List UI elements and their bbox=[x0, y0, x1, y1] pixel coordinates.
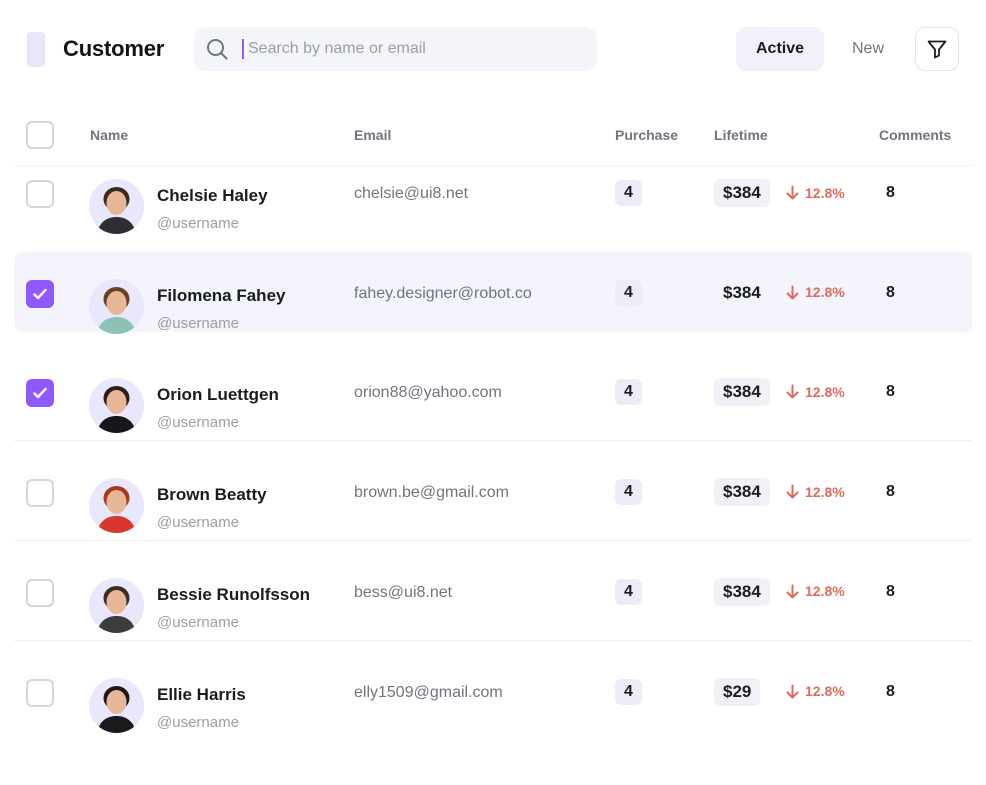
filter-icon bbox=[927, 40, 947, 59]
customer-name: Orion Luettgen bbox=[157, 385, 279, 405]
row-checkbox[interactable] bbox=[26, 379, 54, 408]
customer-email: fahey.designer@robot.co bbox=[354, 284, 532, 302]
lifetime-value: $384 bbox=[714, 179, 770, 207]
lifetime-value: $384 bbox=[714, 577, 770, 606]
customer-name: Filomena Fahey bbox=[157, 285, 286, 305]
purchase-count-badge: 4 bbox=[615, 279, 642, 306]
purchase-count-badge: 4 bbox=[615, 578, 642, 605]
customer-username: @username bbox=[157, 215, 239, 232]
customer-name: Brown Beatty bbox=[157, 485, 267, 505]
page-header: Customer Active New bbox=[0, 0, 986, 100]
table-row[interactable]: Filomena Fahey @username fahey.designer@… bbox=[14, 251, 972, 334]
arrow-down-icon bbox=[786, 584, 799, 599]
column-header-name: Name bbox=[90, 127, 129, 143]
search-bar[interactable] bbox=[194, 27, 597, 71]
change-percent: 12.8% bbox=[805, 683, 845, 699]
row-checkbox[interactable] bbox=[26, 678, 54, 707]
customer-username: @username bbox=[157, 613, 239, 631]
lifetime-change: 12.8% bbox=[784, 483, 845, 500]
avatar bbox=[89, 478, 144, 534]
comment-count: 8 bbox=[886, 283, 895, 301]
table-row[interactable]: Brown Beatty @username brown.be@gmail.co… bbox=[14, 451, 972, 542]
row-checkbox[interactable] bbox=[26, 279, 54, 308]
arrow-down-icon bbox=[786, 684, 799, 698]
check-icon bbox=[33, 388, 47, 399]
lifetime-change: 12.8% bbox=[784, 683, 845, 700]
column-header-lifetime: Lifetime bbox=[714, 127, 768, 143]
customer-name: Ellie Harris bbox=[157, 684, 246, 704]
change-percent: 12.8% bbox=[805, 184, 845, 201]
row-divider bbox=[14, 639, 972, 641]
comment-count: 8 bbox=[886, 184, 895, 201]
check-icon bbox=[33, 288, 47, 299]
search-input[interactable] bbox=[242, 39, 582, 59]
row-divider bbox=[14, 540, 972, 542]
search-icon bbox=[207, 39, 228, 60]
customer-username: @username bbox=[157, 314, 239, 332]
table-row[interactable]: Chelsie Haley @username chelsie@ui8.net … bbox=[14, 152, 972, 234]
change-percent: 12.8% bbox=[805, 583, 845, 600]
avatar bbox=[89, 278, 144, 334]
column-header-email: Email bbox=[354, 127, 392, 143]
change-percent: 12.8% bbox=[805, 284, 845, 301]
purchase-count-badge: 4 bbox=[615, 180, 642, 206]
customer-username: @username bbox=[157, 514, 239, 532]
purchase-count-badge: 4 bbox=[615, 678, 642, 705]
table-header: Name Email Purchase Lifetime Comments bbox=[14, 100, 972, 166]
row-divider bbox=[14, 440, 972, 442]
arrow-down-icon bbox=[786, 185, 799, 200]
lifetime-value: $384 bbox=[714, 478, 770, 507]
purchase-count-badge: 4 bbox=[615, 479, 642, 506]
customer-email: elly1509@gmail.com bbox=[354, 683, 503, 701]
lifetime-value: $29 bbox=[714, 677, 761, 706]
arrow-down-icon bbox=[786, 384, 799, 399]
customer-email: orion88@yahoo.com bbox=[354, 384, 502, 402]
tab-active[interactable]: Active bbox=[736, 27, 824, 71]
title-accent-block bbox=[27, 32, 45, 67]
comment-count: 8 bbox=[886, 682, 895, 700]
comment-count: 8 bbox=[886, 383, 895, 401]
purchase-count-badge: 4 bbox=[615, 379, 642, 406]
customer-username: @username bbox=[157, 414, 239, 432]
customer-name: Chelsie Haley bbox=[157, 186, 268, 205]
row-checkbox[interactable] bbox=[26, 479, 54, 508]
change-percent: 12.8% bbox=[805, 483, 845, 500]
customer-name: Bessie Runolfsson bbox=[157, 584, 311, 604]
lifetime-change: 12.8% bbox=[784, 583, 845, 600]
avatar bbox=[89, 677, 144, 733]
table-row[interactable]: Orion Luettgen @username orion88@yahoo.c… bbox=[14, 351, 972, 442]
table-row[interactable]: Bessie Runolfsson @username bess@ui8.net… bbox=[14, 551, 972, 641]
lifetime-value: $384 bbox=[714, 378, 770, 407]
row-checkbox[interactable] bbox=[26, 578, 54, 607]
arrow-down-icon bbox=[786, 285, 799, 300]
select-all-checkbox[interactable] bbox=[26, 121, 54, 149]
comment-count: 8 bbox=[886, 582, 895, 600]
customer-username: @username bbox=[157, 713, 239, 731]
page-title: Customer bbox=[63, 36, 165, 61]
customer-email: bess@ui8.net bbox=[354, 583, 453, 601]
table-row[interactable]: Ellie Harris @username elly1509@gmail.co… bbox=[14, 651, 972, 733]
column-header-purchase: Purchase bbox=[615, 127, 679, 143]
comment-count: 8 bbox=[886, 483, 895, 501]
tab-new[interactable]: New bbox=[851, 40, 884, 57]
lifetime-change: 12.8% bbox=[784, 284, 845, 301]
lifetime-value: $384 bbox=[723, 282, 761, 302]
row-checkbox[interactable] bbox=[26, 180, 54, 208]
change-percent: 12.8% bbox=[805, 383, 845, 400]
lifetime-change: 12.8% bbox=[784, 383, 845, 400]
filter-button[interactable] bbox=[915, 27, 959, 71]
customer-email: brown.be@gmail.com bbox=[354, 484, 509, 502]
customer-email: chelsie@ui8.net bbox=[354, 185, 469, 202]
lifetime-change: 12.8% bbox=[784, 184, 845, 201]
avatar bbox=[89, 179, 144, 234]
arrow-down-icon bbox=[786, 484, 799, 499]
avatar bbox=[89, 577, 144, 633]
avatar bbox=[89, 378, 144, 434]
column-header-comments: Comments bbox=[879, 127, 952, 143]
